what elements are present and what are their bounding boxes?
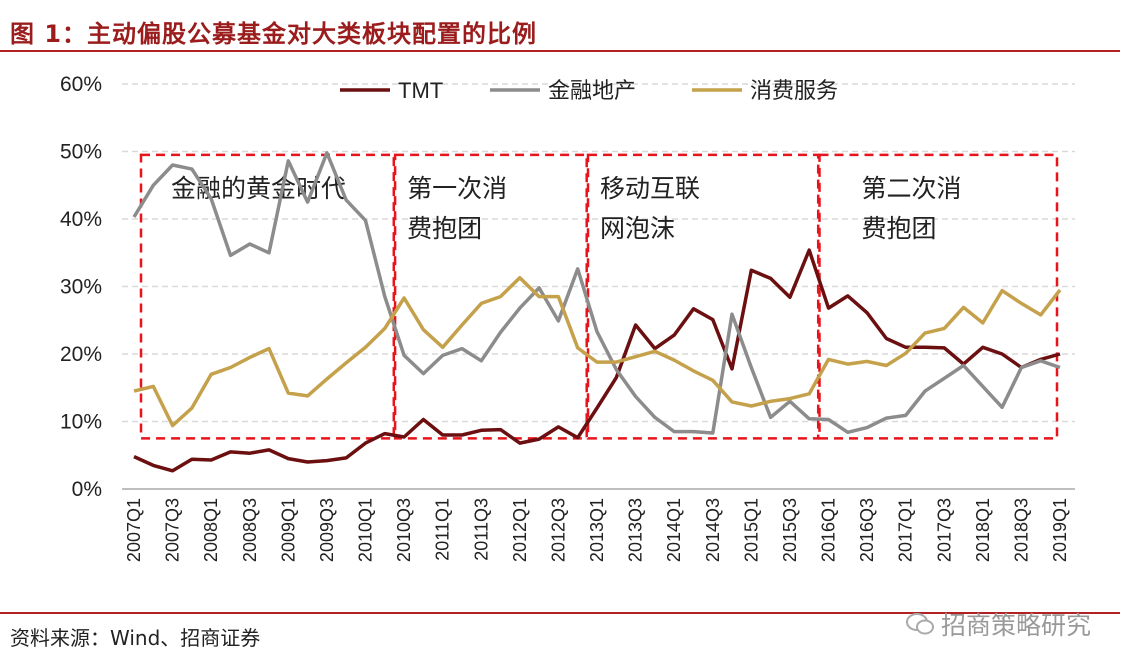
legend-item: 金融地产 [490,78,636,103]
watermark: 招商策略研究 [905,606,1091,642]
x-tick-label: 2013Q3 [626,498,646,562]
x-tick-label: 2013Q1 [587,498,607,562]
x-tick-label: 2016Q3 [857,498,877,562]
annotation-box [139,153,396,440]
y-tick-label: 30% [60,276,102,299]
x-tick-label: 2017Q1 [896,498,916,562]
x-tick-label: 2007Q1 [124,498,144,562]
x-tick-label: 2007Q3 [163,498,183,562]
annotation-label: 费抱团 [407,214,482,243]
annotation-label: 移动互联 [600,174,700,203]
annotation-label: 网泡沫 [600,214,675,243]
x-tick-label: 2012Q1 [510,498,530,562]
x-tick-label: 2018Q3 [1011,498,1031,562]
y-tick-label: 10% [60,411,102,434]
line-chart: 0% 10% 20% 30% 40% 50% 60% 2007Q1 2007Q3 2008Q1 20… [60,73,1075,562]
x-tick-label: 2018Q1 [973,498,993,562]
figure-title: 图 1：主动偏股公募基金对大类板块配置的比例 [10,20,538,48]
x-tick-label: 2011Q1 [433,498,453,561]
series-line-consumer-services [133,275,1062,428]
x-tick-label: 2009Q3 [317,498,337,562]
series-line-finance-realestate [132,151,1061,435]
x-tick-label: 2008Q3 [240,498,260,562]
x-tick-label: 2011Q3 [471,498,491,561]
legend-label: 金融地产 [548,78,636,103]
x-tick-label: 2010Q1 [356,498,376,562]
x-tick-label: 2014Q3 [703,498,723,562]
legend-item: TMT [340,78,443,103]
y-tick-label: 50% [60,141,102,164]
source-note: 资料来源：Wind、招商证券 [10,626,261,650]
x-tick-label: 2019Q1 [1050,498,1070,562]
x-tick-label: 2015Q1 [741,498,761,562]
x-tick-label: 2015Q3 [780,498,800,562]
annotation-label: 第一次消 [407,174,507,203]
y-tick-label: 0% [72,478,102,501]
wechat-icon [906,613,934,635]
source-divider [0,612,1120,614]
watermark-text: 招商策略研究 [941,611,1092,640]
x-tick-label: 2009Q1 [278,498,298,562]
legend-label: TMT [398,78,443,103]
x-tick-label: 2010Q3 [394,498,414,562]
y-tick-label: 20% [60,343,102,366]
x-tick-label: 2017Q3 [934,498,954,562]
legend-label: 消费服务 [750,78,838,103]
x-tick-label: 2014Q1 [664,498,684,562]
annotation-label: 费抱团 [862,214,937,243]
series-line-tmt [133,248,1061,473]
y-tick-label: 60% [60,73,102,96]
y-tick-label: 40% [60,208,102,231]
x-tick-label: 2016Q1 [819,498,839,562]
x-tick-label: 2012Q3 [548,498,568,562]
annotation-label: 第二次消 [862,174,962,203]
title-divider [0,50,1120,52]
x-tick-label: 2008Q1 [201,498,221,562]
legend-item: 消费服务 [692,78,838,103]
